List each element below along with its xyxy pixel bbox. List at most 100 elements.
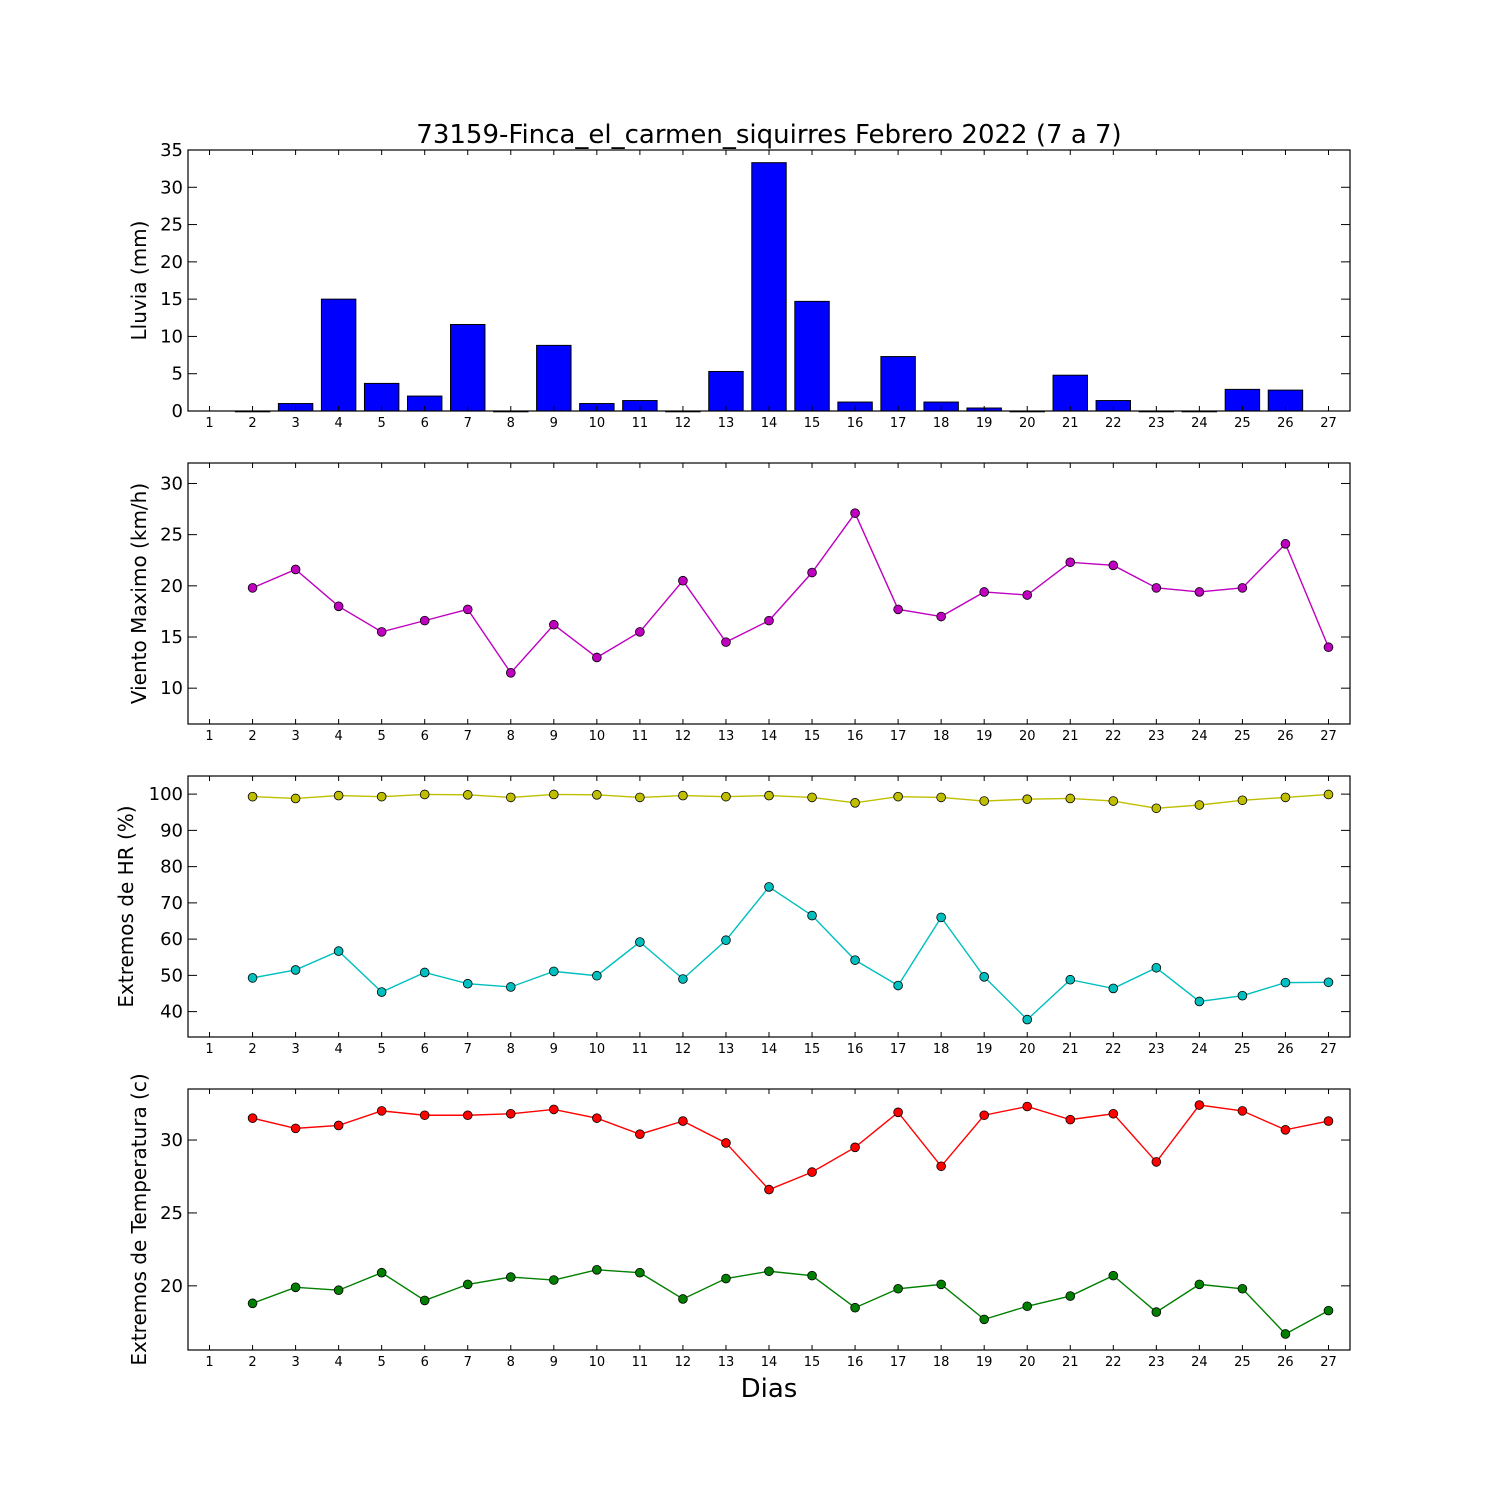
data-point: [1108, 1108, 1119, 1119]
y-tick-label: 10: [160, 326, 183, 347]
data-point: [376, 1106, 387, 1116]
data-point: [1237, 795, 1248, 806]
x-tick-label: 4: [334, 1042, 342, 1057]
data-point: [850, 798, 860, 808]
x-tick-label: 23: [1148, 416, 1165, 431]
subplot-panels: 1 2 3 4 5 6 7 8 9 10 11 12 13 14 15 16 17 18 19 20 21 22 23 24 2…: [114, 140, 1351, 1370]
data-point: [505, 1272, 516, 1282]
y-tick-label: 0: [172, 401, 183, 422]
data-point: [678, 575, 688, 586]
x-tick-label: 17: [890, 416, 907, 431]
bar: [794, 300, 830, 412]
data-point: [1108, 796, 1119, 806]
data-point: [936, 792, 946, 803]
x-tick-label: 7: [464, 1355, 472, 1370]
x-tick-label: 12: [675, 1042, 692, 1057]
data-point: [1280, 1329, 1291, 1339]
x-tick-label: 22: [1105, 729, 1122, 744]
data-point: [1022, 1014, 1033, 1025]
data-point: [678, 1116, 688, 1126]
x-tick-label: 19: [976, 729, 993, 744]
x-tick-label: 17: [890, 1042, 907, 1057]
x-tick-label: 26: [1277, 416, 1294, 431]
x-tick-label: 20: [1019, 1355, 1036, 1370]
data-point: [290, 793, 301, 804]
x-tick-label: 13: [718, 416, 735, 431]
data-point: [247, 973, 258, 983]
data-point: [1108, 1270, 1119, 1281]
series-line: [252, 793, 1329, 809]
data-point: [1065, 974, 1076, 985]
data-point: [850, 508, 860, 518]
x-tick-label: 9: [550, 729, 558, 744]
data-point: [1151, 1307, 1162, 1317]
x-tick-label: 5: [378, 416, 386, 431]
data-point: [893, 791, 903, 802]
data-point: [635, 1267, 645, 1278]
data-point: [462, 1110, 473, 1121]
data-point: [290, 564, 301, 575]
x-tick-label: 16: [847, 1042, 864, 1057]
bar: [1052, 374, 1088, 412]
y-tick-label: 100: [149, 784, 183, 805]
data-point: [1151, 583, 1162, 593]
x-tick-label: 8: [507, 1355, 515, 1370]
data-point: [1280, 539, 1291, 549]
data-point: [721, 1273, 731, 1284]
x-tick-label: 13: [718, 1355, 735, 1370]
y-tick-label: 40: [160, 1002, 183, 1023]
y-axis-label: Lluvia (mm): [127, 221, 151, 341]
data-point: [419, 789, 430, 800]
x-tick-label: 3: [291, 1355, 299, 1370]
data-point: [1323, 642, 1334, 653]
y-tick-label: 20: [160, 576, 183, 597]
data-point: [893, 1107, 903, 1118]
x-tick-label: 9: [550, 416, 558, 431]
x-tick-label: 7: [464, 729, 472, 744]
data-point: [462, 978, 473, 989]
x-tick-label: 25: [1234, 416, 1251, 431]
x-tick-label: 5: [378, 1042, 386, 1057]
x-tick-label: 18: [933, 416, 950, 431]
x-tick-label: 4: [334, 1355, 342, 1370]
y-tick-label: 30: [160, 1130, 183, 1151]
data-point: [1323, 1305, 1334, 1316]
data-point: [1237, 990, 1248, 1001]
x-tick-label: 25: [1234, 1042, 1251, 1057]
data-point: [807, 1167, 817, 1177]
data-point: [1194, 587, 1205, 597]
data-point: [1022, 1301, 1033, 1312]
x-tick-label: 24: [1191, 1042, 1208, 1057]
x-tick-label: 10: [589, 1355, 606, 1370]
x-tick-label: 17: [890, 729, 907, 744]
x-tick-label: 1: [205, 416, 213, 431]
bar: [536, 344, 572, 412]
x-tick-label: 19: [976, 1042, 993, 1057]
data-point: [678, 790, 688, 801]
x-tick-label: 20: [1019, 1042, 1036, 1057]
y-tick-label: 5: [172, 364, 183, 385]
subplot-1: 1 2 3 4 5 6 7 8 9 10 11 12 13 14 15 16 17 18 19 20 21 22 23 24 2…: [127, 140, 1351, 431]
data-point: [1151, 962, 1162, 973]
data-point: [505, 1108, 516, 1119]
data-point: [1237, 1106, 1248, 1116]
data-point: [592, 1113, 602, 1123]
data-point: [635, 937, 645, 947]
data-point: [764, 790, 774, 801]
data-point: [1065, 557, 1076, 568]
x-tick-label: 8: [507, 729, 515, 744]
y-axis-label: Extremos de Temperatura (c): [127, 1073, 151, 1365]
data-point: [592, 652, 602, 663]
data-point: [936, 1161, 946, 1172]
data-point: [333, 601, 344, 612]
x-tick-label: 16: [847, 1355, 864, 1370]
x-tick-label: 3: [291, 416, 299, 431]
x-tick-label: 22: [1105, 1042, 1122, 1057]
x-tick-label: 9: [550, 1042, 558, 1057]
data-point: [807, 1270, 817, 1281]
x-tick-label: 14: [761, 1355, 778, 1370]
data-point: [419, 1110, 430, 1121]
data-point: [721, 791, 731, 802]
y-tick-label: 70: [160, 893, 183, 914]
